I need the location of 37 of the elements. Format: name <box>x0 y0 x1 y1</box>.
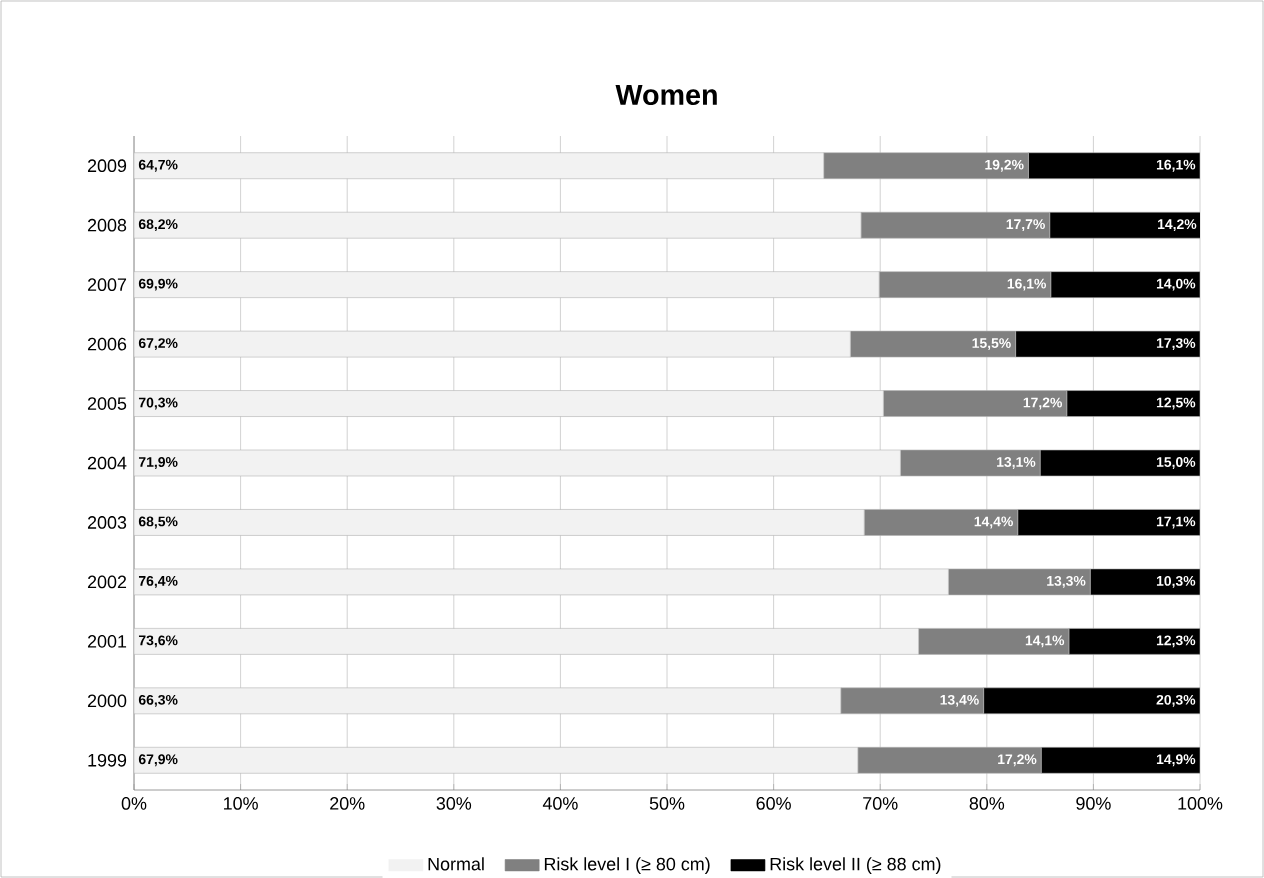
x-tick-label: 70% <box>863 797 898 810</box>
bar <box>134 687 842 715</box>
legend-label: Risk level II (≥ 88 cm) <box>770 857 941 874</box>
bar <box>134 152 825 180</box>
x-tick-label: 80% <box>969 797 1005 810</box>
chart-title: Women <box>615 85 717 106</box>
y-tick-label: 2002 <box>87 575 127 589</box>
y-tick-label: 2009 <box>87 159 127 173</box>
y-tick-label: 2006 <box>87 337 127 351</box>
y-tick-label: 2001 <box>87 635 127 648</box>
x-tick-label: 100% <box>1178 797 1223 810</box>
x-tick-label: 0% <box>121 797 147 810</box>
y-tick-label: 2007 <box>87 278 127 291</box>
x-tick-label: 90% <box>1076 797 1111 810</box>
bar <box>134 271 880 298</box>
bar <box>134 390 884 417</box>
bar <box>134 628 919 655</box>
y-tick-label: 2004 <box>87 456 127 470</box>
legend-label: Normal <box>428 857 484 871</box>
x-tick-label: 40% <box>542 797 578 810</box>
bar <box>134 449 901 477</box>
x-tick-label: 20% <box>330 797 365 810</box>
y-tick-label: 2000 <box>87 694 127 708</box>
y-tick-label: 2003 <box>87 516 127 529</box>
x-tick-label: 30% <box>436 797 472 810</box>
bar <box>134 211 862 239</box>
bar <box>134 568 949 596</box>
x-tick-label: 50% <box>649 797 685 810</box>
bar <box>134 509 865 536</box>
x-tick-label: 10% <box>224 797 258 810</box>
x-tick-label: 60% <box>756 797 791 810</box>
y-tick-label: 1999 <box>88 753 127 767</box>
legend-label: Risk level I (≥ 80 cm) <box>544 857 710 874</box>
bar <box>134 330 851 358</box>
y-tick-label: 2005 <box>87 397 127 410</box>
bar <box>134 746 859 774</box>
y-tick-label: 2008 <box>87 218 127 232</box>
